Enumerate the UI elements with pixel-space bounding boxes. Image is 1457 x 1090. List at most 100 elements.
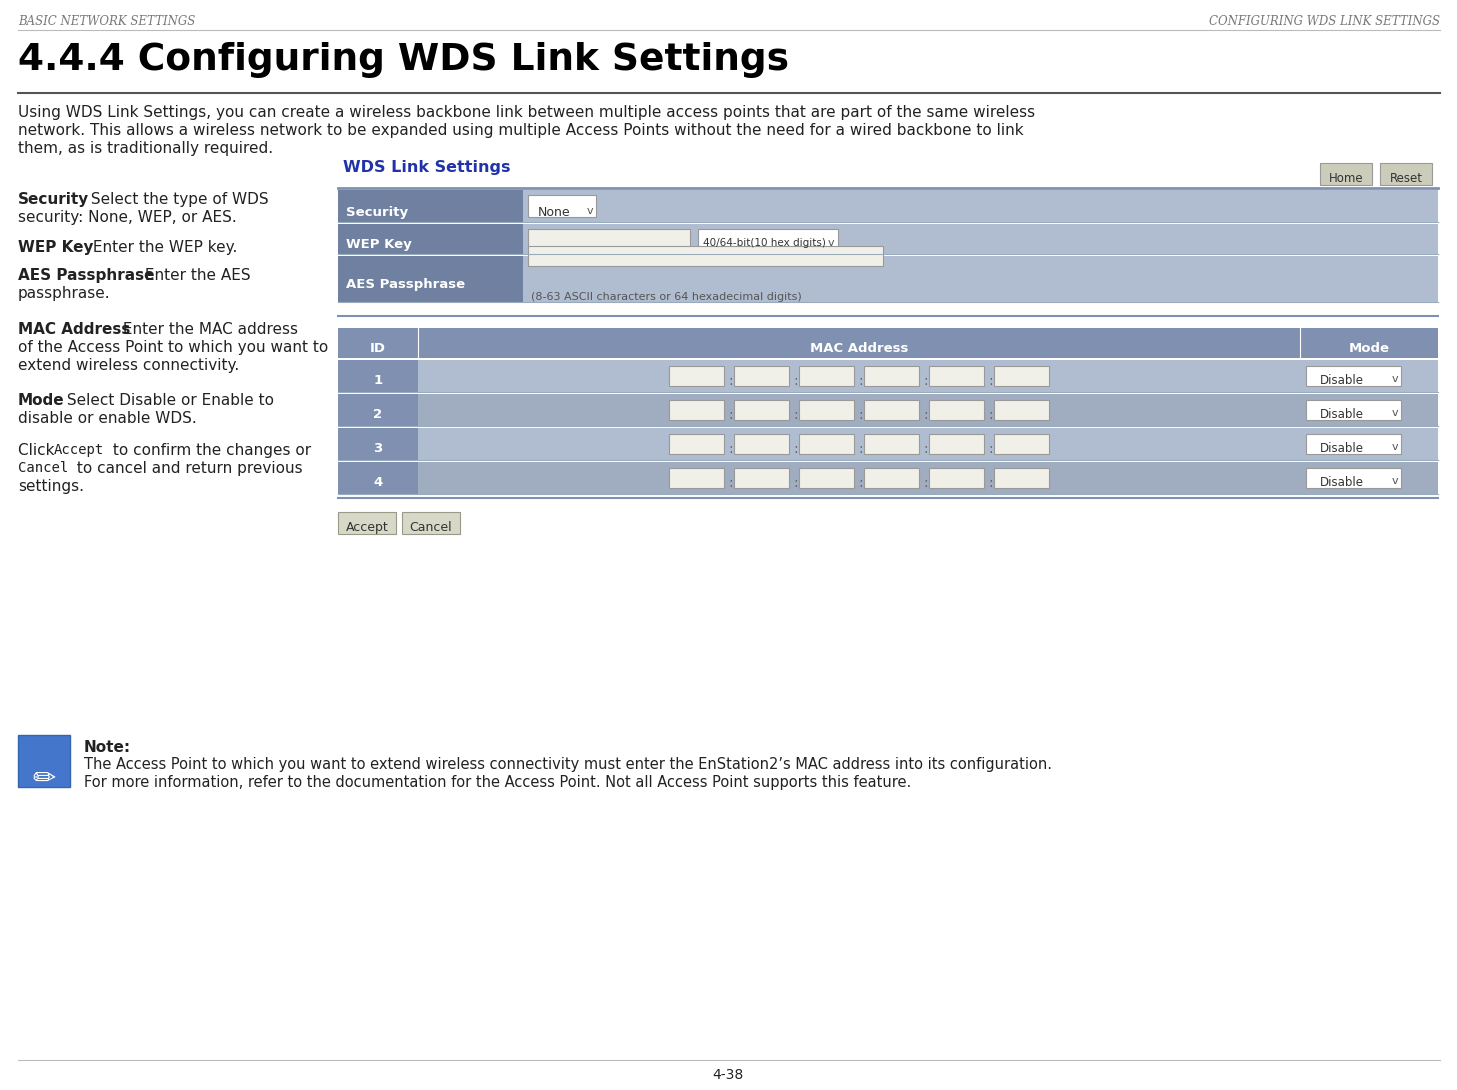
Text: Mode: Mode <box>17 393 64 408</box>
Text: of the Access Point to which you want to: of the Access Point to which you want to <box>17 340 328 355</box>
Bar <box>734 434 790 455</box>
Text: Accept: Accept <box>345 521 389 534</box>
Text: ✏: ✏ <box>32 765 55 794</box>
Text: v: v <box>1391 443 1399 452</box>
Text: AES Passphrase: AES Passphrase <box>345 278 465 291</box>
Text: :: : <box>988 443 992 456</box>
Text: :: : <box>922 443 928 456</box>
Text: 4.4.4 Configuring WDS Link Settings: 4.4.4 Configuring WDS Link Settings <box>17 43 790 78</box>
Text: None: None <box>538 206 571 219</box>
Text: (8-63 ASCII characters or 64 hexadecimal digits): (8-63 ASCII characters or 64 hexadecimal… <box>530 292 801 302</box>
Text: v: v <box>1391 374 1399 384</box>
Bar <box>338 462 1438 494</box>
Text: Enter the WEP key.: Enter the WEP key. <box>87 240 237 255</box>
Text: :: : <box>728 443 733 456</box>
Text: settings.: settings. <box>17 479 85 494</box>
Text: :: : <box>728 476 733 490</box>
Text: them, as is traditionally required.: them, as is traditionally required. <box>17 141 272 156</box>
Text: to confirm the changes or: to confirm the changes or <box>108 443 312 458</box>
Text: :: : <box>858 374 863 388</box>
Text: 1: 1 <box>373 374 383 387</box>
Bar <box>798 366 854 386</box>
Bar <box>527 229 691 249</box>
Bar <box>930 400 983 420</box>
Bar <box>338 328 1438 358</box>
Text: The Access Point to which you want to extend wireless connectivity must enter th: The Access Point to which you want to ex… <box>85 756 1052 772</box>
Bar <box>1305 434 1402 455</box>
Text: Cancel: Cancel <box>409 521 452 534</box>
Bar <box>527 195 596 217</box>
Bar <box>930 434 983 455</box>
Bar <box>338 225 1438 254</box>
Bar <box>864 434 919 455</box>
Text: :: : <box>988 374 992 388</box>
Bar <box>798 434 854 455</box>
Text: Using WDS Link Settings, you can create a wireless backbone link between multipl: Using WDS Link Settings, you can create … <box>17 105 1034 120</box>
Text: Cancel: Cancel <box>17 461 68 475</box>
Bar <box>338 428 1438 460</box>
Bar <box>527 246 883 266</box>
Bar <box>338 157 1438 185</box>
Text: Disable: Disable <box>1320 374 1364 387</box>
Text: Disable: Disable <box>1320 476 1364 489</box>
Bar <box>864 400 919 420</box>
Bar <box>402 512 460 534</box>
Text: :: : <box>728 374 733 388</box>
Bar <box>669 400 724 420</box>
Bar <box>669 366 724 386</box>
Text: :: : <box>988 476 992 490</box>
Text: For more information, refer to the documentation for the Access Point. Not all A: For more information, refer to the docum… <box>85 775 911 790</box>
Text: MAC Address: MAC Address <box>17 322 130 337</box>
Bar <box>669 434 724 455</box>
Bar <box>669 468 724 488</box>
Text: WDS Link Settings: WDS Link Settings <box>342 160 510 175</box>
Bar <box>930 468 983 488</box>
Text: Select Disable or Enable to: Select Disable or Enable to <box>63 393 274 408</box>
Text: CONFIGURING WDS LINK SETTINGS: CONFIGURING WDS LINK SETTINGS <box>1209 15 1440 28</box>
Bar <box>1320 164 1372 185</box>
Bar <box>338 393 1438 426</box>
Text: extend wireless connectivity.: extend wireless connectivity. <box>17 358 239 373</box>
Text: 3: 3 <box>373 443 383 455</box>
Text: v: v <box>1391 408 1399 417</box>
Bar <box>864 468 919 488</box>
Text: ID: ID <box>370 342 386 355</box>
Text: Note:: Note: <box>85 740 131 755</box>
Text: to cancel and return previous: to cancel and return previous <box>71 461 303 476</box>
Bar <box>994 400 1049 420</box>
Bar <box>338 190 523 222</box>
Text: WEP Key: WEP Key <box>345 238 412 251</box>
Bar <box>1305 400 1402 420</box>
Bar <box>734 468 790 488</box>
Bar <box>338 512 396 534</box>
Text: Disable: Disable <box>1320 443 1364 455</box>
Text: Enter the MAC address: Enter the MAC address <box>118 322 299 337</box>
Text: :: : <box>858 408 863 422</box>
Text: Home: Home <box>1329 172 1364 185</box>
Text: :: : <box>793 408 797 422</box>
Bar <box>698 229 838 249</box>
Bar <box>864 366 919 386</box>
Text: :: : <box>858 443 863 456</box>
Text: Disable: Disable <box>1320 408 1364 421</box>
Text: v: v <box>587 206 593 216</box>
Text: Enter the AES: Enter the AES <box>140 268 251 283</box>
Bar <box>798 400 854 420</box>
Bar <box>1305 468 1402 488</box>
Text: 40/64-bit(10 hex digits): 40/64-bit(10 hex digits) <box>702 238 826 249</box>
Text: MAC Address: MAC Address <box>810 342 908 355</box>
Text: 4-38: 4-38 <box>712 1068 743 1082</box>
Text: :: : <box>922 476 928 490</box>
Text: Reset: Reset <box>1390 172 1422 185</box>
Text: Security: Security <box>17 192 89 207</box>
Text: :: : <box>922 374 928 388</box>
Text: v: v <box>1391 476 1399 486</box>
Bar <box>994 468 1049 488</box>
Text: Security: Security <box>345 206 408 219</box>
Text: Mode: Mode <box>1349 342 1390 355</box>
Bar <box>338 428 418 460</box>
Text: :: : <box>922 408 928 422</box>
Text: AES Passphrase: AES Passphrase <box>17 268 154 283</box>
Text: :: : <box>793 443 797 456</box>
Text: Accept: Accept <box>54 443 105 457</box>
